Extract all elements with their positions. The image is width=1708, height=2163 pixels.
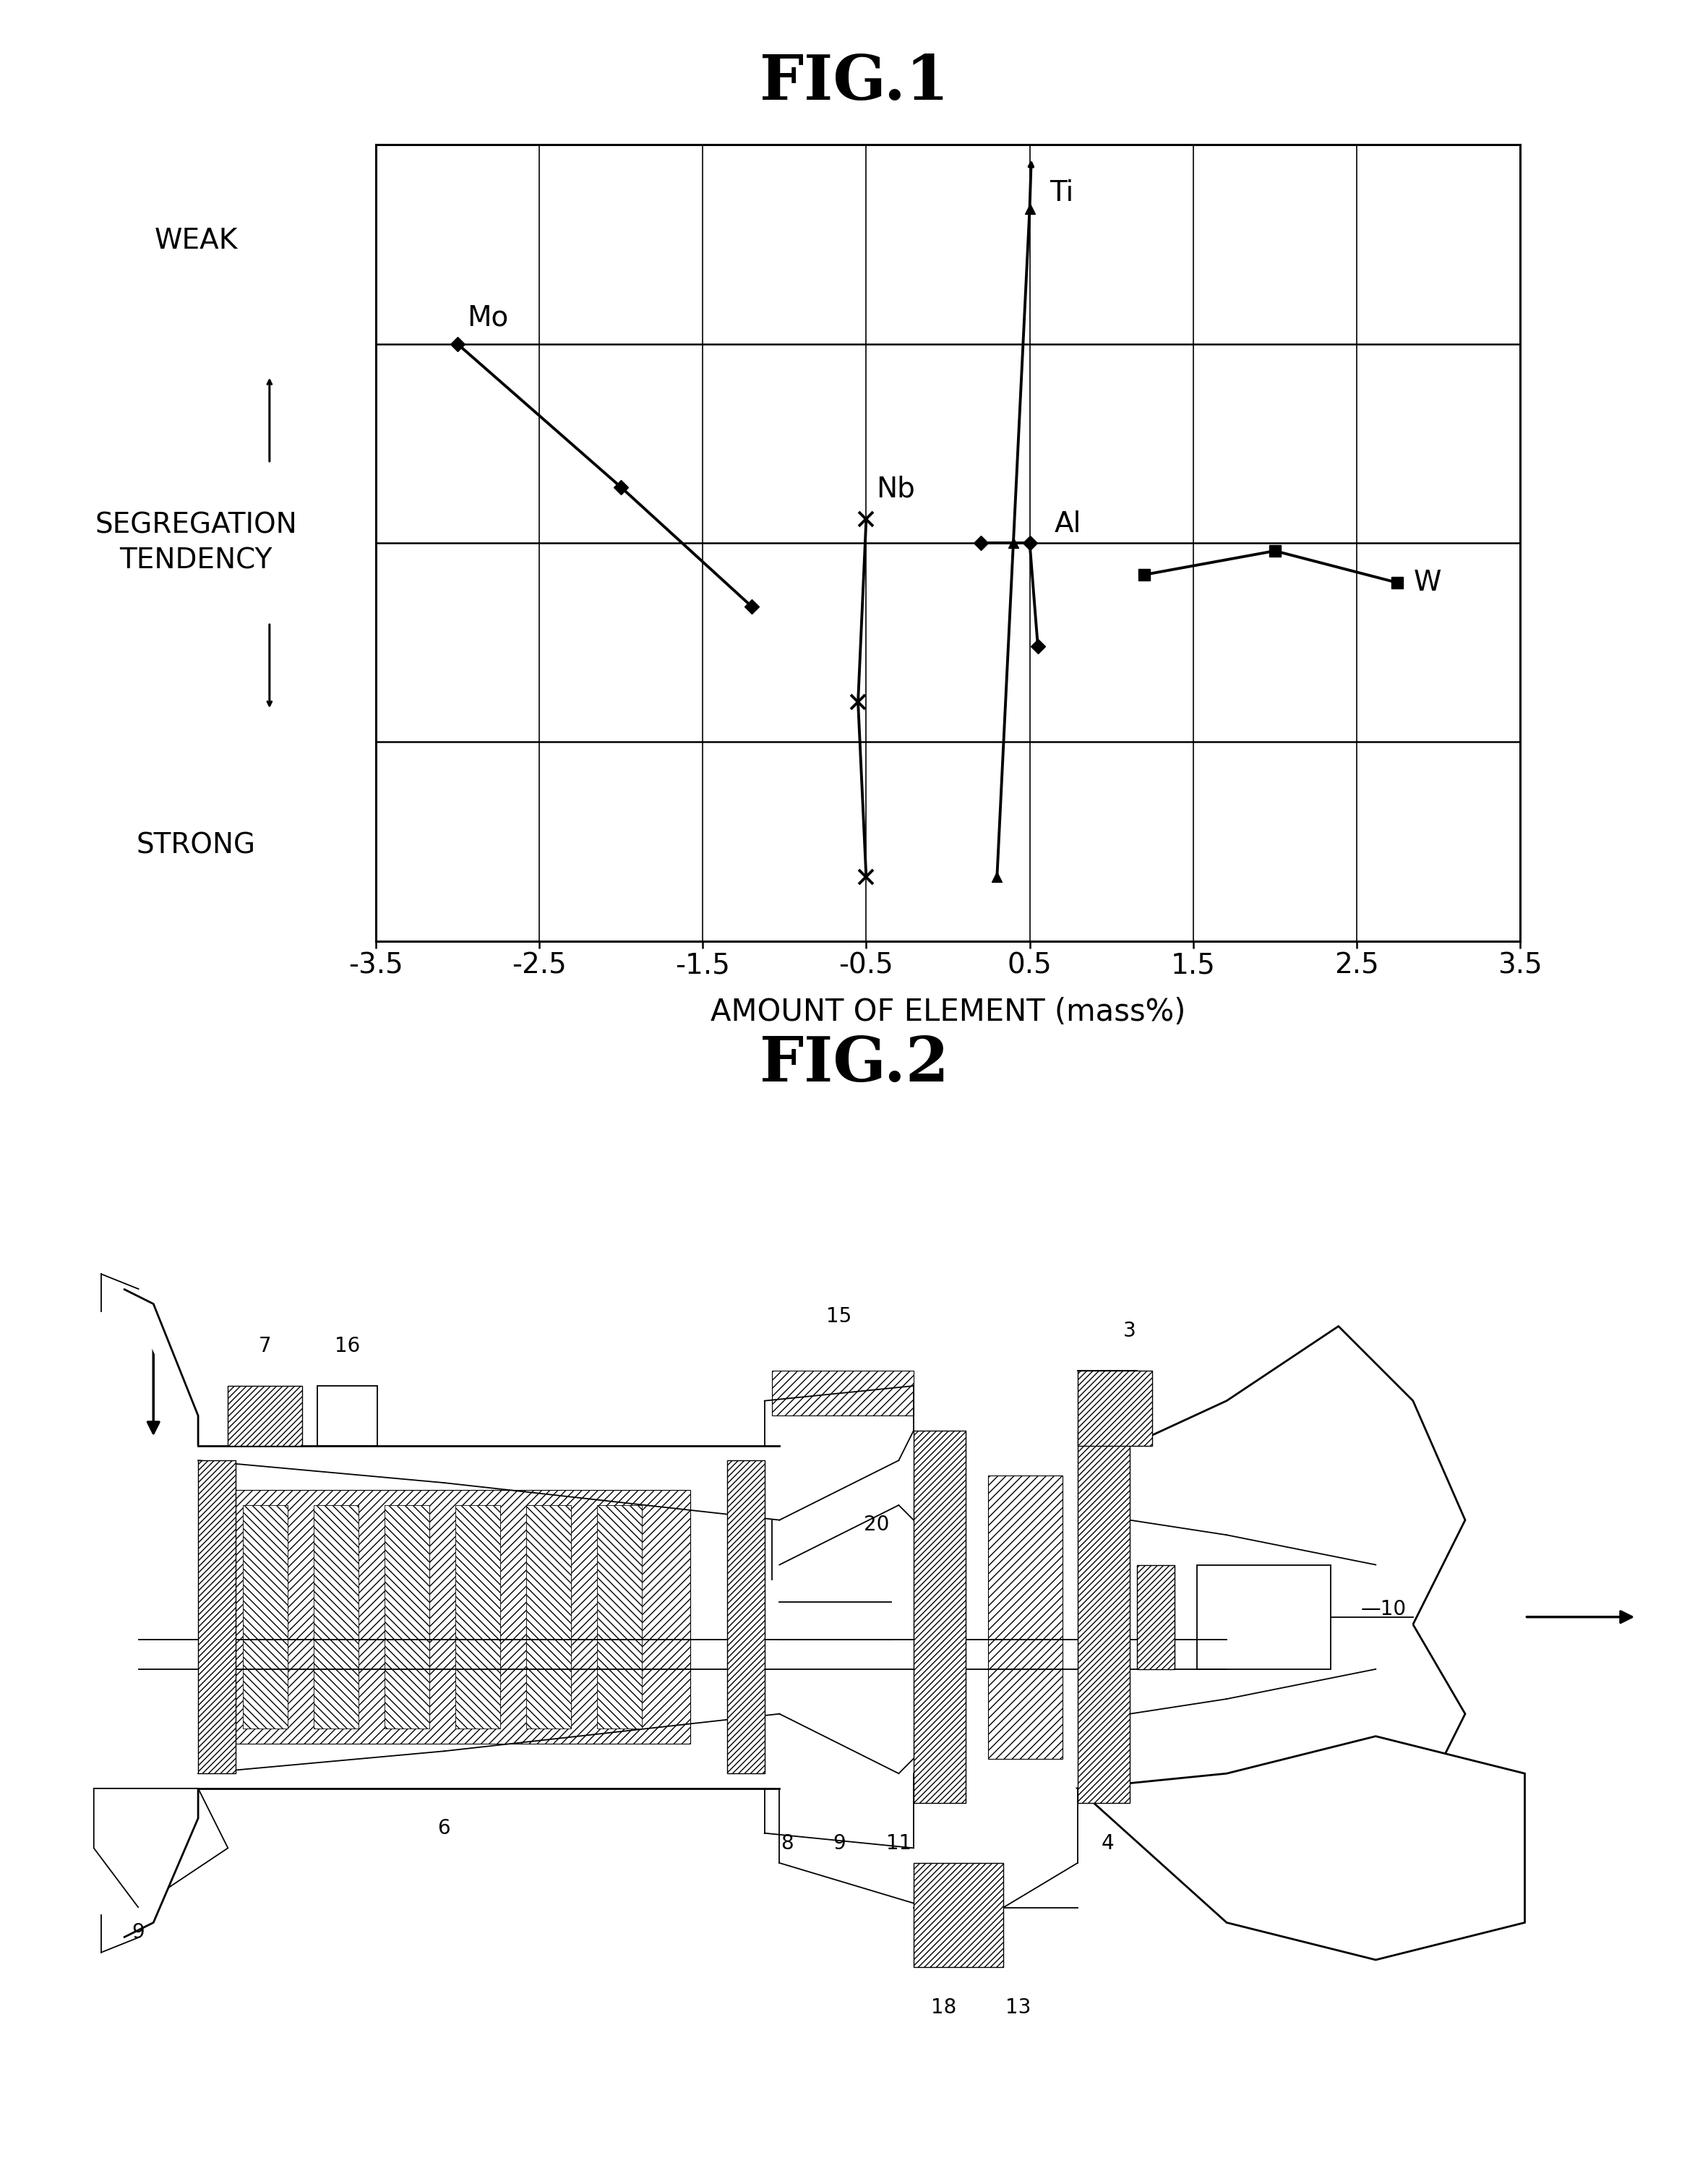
- Text: 13: 13: [1006, 1996, 1030, 2018]
- Text: 6: 6: [437, 1819, 451, 1839]
- Bar: [728, 1460, 765, 1774]
- Text: Nb: Nb: [876, 476, 915, 504]
- Bar: [318, 1386, 377, 1445]
- Bar: [456, 1505, 500, 1728]
- Text: 7: 7: [260, 1337, 272, 1356]
- Text: Al: Al: [1054, 510, 1081, 539]
- Text: FIG.1: FIG.1: [760, 52, 948, 112]
- Bar: [596, 1505, 642, 1728]
- Bar: [1078, 1371, 1153, 1445]
- Bar: [227, 1490, 690, 1743]
- Text: 18: 18: [931, 1996, 956, 2018]
- Bar: [914, 1862, 1003, 1968]
- Polygon shape: [1129, 1326, 1465, 1624]
- Text: FIG.2: FIG.2: [760, 1034, 948, 1094]
- Bar: [526, 1505, 570, 1728]
- Polygon shape: [123, 1289, 198, 1445]
- Bar: [772, 1371, 914, 1417]
- Text: 9: 9: [834, 1832, 845, 1854]
- Text: SEGREGATION
TENDENCY: SEGREGATION TENDENCY: [96, 513, 297, 573]
- Polygon shape: [94, 1789, 227, 1908]
- Text: 20: 20: [864, 1514, 890, 1536]
- Text: W: W: [1414, 569, 1442, 597]
- Text: STRONG: STRONG: [137, 831, 256, 859]
- Bar: [1138, 1564, 1175, 1670]
- Bar: [227, 1386, 302, 1445]
- X-axis label: AMOUNT OF ELEMENT (mass%): AMOUNT OF ELEMENT (mass%): [711, 997, 1185, 1027]
- Text: 3: 3: [1124, 1322, 1136, 1341]
- Polygon shape: [1129, 1624, 1465, 1908]
- Bar: [1078, 1430, 1129, 1804]
- Text: Mo: Mo: [468, 303, 509, 331]
- Polygon shape: [1078, 1737, 1525, 1960]
- Bar: [314, 1505, 359, 1728]
- Text: Ti: Ti: [1049, 180, 1073, 205]
- Polygon shape: [123, 1789, 198, 1938]
- Text: 4: 4: [1102, 1832, 1114, 1854]
- Bar: [243, 1505, 287, 1728]
- Text: 9: 9: [132, 1923, 145, 1942]
- Bar: [384, 1505, 429, 1728]
- Bar: [914, 1430, 965, 1804]
- Text: 11: 11: [886, 1832, 912, 1854]
- Text: 15: 15: [827, 1306, 852, 1326]
- Text: WEAK: WEAK: [154, 227, 237, 255]
- Text: —10: —10: [1361, 1598, 1406, 1620]
- Text: 8: 8: [781, 1832, 793, 1854]
- Bar: [1197, 1564, 1331, 1670]
- Bar: [989, 1475, 1062, 1759]
- Bar: [198, 1460, 236, 1774]
- Text: 16: 16: [335, 1337, 360, 1356]
